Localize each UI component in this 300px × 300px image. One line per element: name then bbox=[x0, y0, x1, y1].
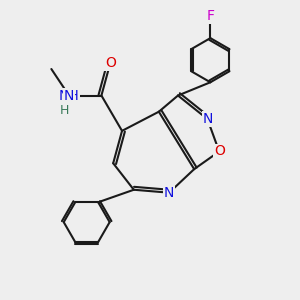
Text: NH: NH bbox=[59, 88, 80, 103]
Text: O: O bbox=[105, 56, 116, 70]
Text: F: F bbox=[206, 9, 214, 23]
Text: N: N bbox=[202, 112, 213, 126]
Text: N: N bbox=[64, 88, 74, 103]
Text: O: O bbox=[214, 145, 225, 158]
Text: H: H bbox=[60, 104, 69, 117]
Text: N: N bbox=[164, 186, 174, 200]
